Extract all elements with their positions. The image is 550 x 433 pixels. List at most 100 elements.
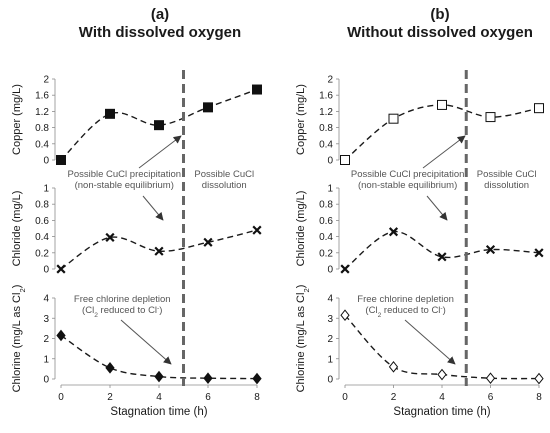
data-point	[485, 244, 496, 255]
data-point	[485, 372, 496, 384]
annotation-text: Possible CuCl	[477, 169, 537, 180]
panel-b: (b)Without dissolved oxygen 0 0.4 0.8 1.2 1.6…	[295, 6, 544, 418]
y-tick-label: 3	[43, 314, 49, 325]
y-tick-label: 0.4	[319, 232, 333, 243]
y-tick-label: 1.2	[319, 107, 333, 118]
annotation-text: Possible CuCl precipitation	[351, 169, 465, 180]
y-tick-label: 0.6	[319, 216, 333, 227]
data-point	[534, 372, 544, 385]
y-tick-label: 0	[43, 265, 49, 276]
series-line	[60, 334, 258, 380]
data-point	[388, 361, 399, 373]
data-point	[154, 370, 164, 383]
y-tick-label: 0.8	[35, 123, 49, 134]
y-tick-label: 0.4	[319, 139, 333, 150]
y-tick-label: 0.8	[35, 200, 49, 211]
y-axis-label: Chlorine (mg/L as Cl2)	[11, 285, 27, 393]
y-tick-label: 1	[43, 354, 49, 365]
data-point	[534, 248, 544, 258]
y-tick-label: 1.2	[35, 107, 49, 118]
data-point	[203, 372, 213, 384]
y-tick-label: 0	[327, 375, 333, 386]
annotation-text: dissolution	[484, 180, 529, 191]
y-tick-label: 2	[327, 75, 333, 86]
annotation-arrow	[138, 135, 182, 169]
y-axis-label: Chloride (mg/L)	[11, 191, 23, 267]
data-point	[485, 112, 496, 123]
x-tick-label: 0	[342, 392, 348, 403]
y-tick-label: 0	[327, 156, 333, 167]
subplot-chloride: 0 0.2 0.4 0.6 0.8 1 Chloride (mg/L)	[295, 184, 544, 276]
data-point	[252, 372, 262, 385]
y-tick-label: 1.6	[319, 91, 333, 102]
y-tick-label: 1	[43, 184, 49, 195]
data-point	[203, 237, 213, 247]
y-axis-label: Chlorine (mg/L as Cl2)	[295, 285, 311, 393]
data-point	[154, 120, 164, 131]
annotation-text: (non-stable equilibrium)	[75, 180, 174, 191]
data-point	[105, 232, 115, 242]
x-tick-label: 0	[58, 392, 64, 403]
subplot-copper: 0 0.4 0.8 1.2 1.6 2 Copper (mg/L) Possible CuCl…	[295, 75, 544, 221]
subplot-copper: 0 0.4 0.8 1.2 1.6 2 Copper (mg/L) Possible CuCl…	[11, 75, 262, 221]
annotation-text: Free chlorine depletion	[74, 294, 171, 305]
annotation-text: (Cl2 reduced to Cl-)	[365, 305, 445, 319]
y-tick-label: 4	[43, 294, 49, 305]
annotation-text: Possible CuCl	[194, 169, 254, 180]
x-axis-label: Stagnation time (h)	[393, 406, 490, 418]
x-tick-label: 4	[439, 392, 445, 403]
panel-label: (a)	[151, 6, 169, 23]
x-tick-label: 4	[156, 392, 162, 403]
y-tick-label: 2	[327, 334, 333, 345]
y-tick-label: 0.8	[319, 123, 333, 134]
subplot-chloride: 0 0.2 0.4 0.6 0.8 1 Chloride (mg/L)	[11, 184, 262, 276]
y-tick-label: 0.2	[35, 248, 49, 259]
y-tick-label: 0	[327, 265, 333, 276]
data-point	[56, 329, 66, 342]
y-axis-label: Chloride (mg/L)	[295, 191, 307, 267]
data-point	[340, 264, 350, 274]
x-tick-label: 8	[536, 392, 542, 403]
x-tick-label: 6	[205, 392, 211, 403]
data-point	[437, 368, 447, 381]
y-tick-label: 0.4	[35, 139, 49, 150]
y-tick-label: 0.6	[35, 216, 49, 227]
data-point	[56, 264, 66, 274]
annotation-text: Free chlorine depletion	[357, 294, 454, 305]
y-tick-label: 1.6	[35, 91, 49, 102]
annotation-arrow	[422, 135, 466, 169]
x-tick-label: 6	[488, 392, 494, 403]
data-point	[340, 309, 350, 322]
y-tick-label: 0.8	[319, 200, 333, 211]
data-point	[534, 103, 544, 114]
series-line	[344, 230, 540, 270]
panel-label: (b)	[430, 6, 449, 23]
data-point	[203, 102, 213, 113]
panel-title: With dissolved oxygen	[79, 24, 241, 41]
subplot-chlorine: 0 1 2 3 4 Chlorine (mg/L as Cl2) 0 2 4 6 8 Stagnati…	[295, 285, 544, 418]
x-tick-label: 2	[107, 392, 113, 403]
x-tick-label: 2	[391, 392, 397, 403]
data-point	[437, 252, 447, 262]
data-point	[105, 362, 115, 374]
y-tick-label: 0	[43, 156, 49, 167]
panel-title: Without dissolved oxygen	[347, 24, 533, 41]
annotation-arrow	[120, 319, 172, 365]
data-point	[388, 227, 399, 237]
annotation-text: (non-stable equilibrium)	[358, 180, 457, 191]
data-point	[252, 84, 262, 95]
x-tick-label: 8	[254, 392, 260, 403]
y-tick-label: 2	[43, 75, 49, 86]
annotation-text: (Cl2 reduced to Cl-)	[82, 305, 162, 319]
data-point	[340, 155, 350, 165]
y-axis-label: Copper (mg/L)	[11, 84, 23, 155]
y-tick-label: 1	[327, 354, 333, 365]
y-tick-label: 2	[43, 334, 49, 345]
data-point	[56, 155, 66, 165]
data-point	[437, 99, 447, 110]
y-tick-label: 0.4	[35, 232, 49, 243]
annotation-arrow	[404, 319, 456, 365]
data-point	[252, 225, 262, 235]
series-line	[344, 104, 540, 161]
